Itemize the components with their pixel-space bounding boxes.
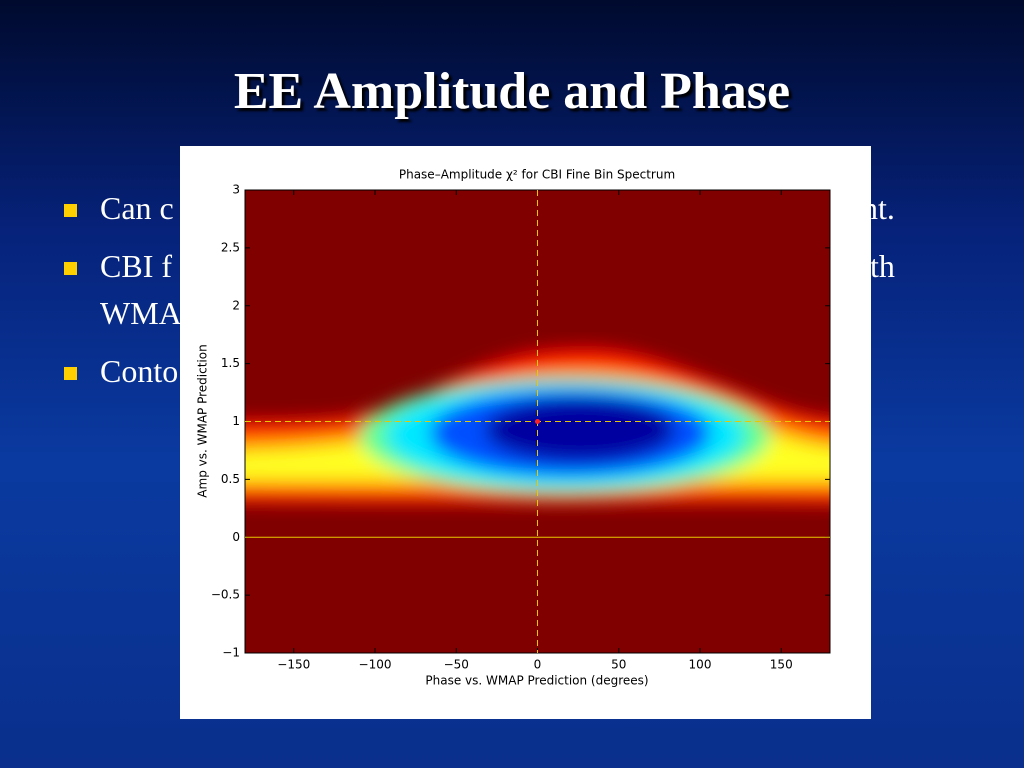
y-tick-label: 2	[232, 298, 240, 312]
bullet-marker	[64, 262, 77, 275]
x-tick-label: 150	[770, 658, 793, 672]
y-tick-label: 3	[232, 183, 240, 197]
x-tick-label: 100	[689, 658, 712, 672]
y-tick-label: 2.5	[221, 240, 240, 254]
contour-level	[485, 398, 675, 462]
slide-title: EE Amplitude and Phase	[233, 63, 791, 120]
x-tick-label: 0	[534, 658, 542, 672]
bullet-text: Can c	[100, 190, 174, 226]
bullet-text: CBI f	[100, 248, 172, 284]
x-axis-label: Phase vs. WMAP Prediction (degrees)	[425, 674, 648, 688]
y-tick-label: 1	[232, 414, 240, 428]
x-tick-label: −50	[444, 658, 469, 672]
x-tick-label: −150	[277, 658, 310, 672]
x-tick-label: −100	[359, 658, 392, 672]
y-tick-label: −1	[222, 646, 240, 660]
bullet-marker	[64, 204, 77, 217]
bullet-text: Conto	[100, 353, 179, 389]
bullet-text: th	[870, 248, 895, 284]
crosshair-point	[535, 419, 540, 424]
y-tick-label: −0.5	[211, 588, 240, 602]
y-tick-label: 1.5	[221, 356, 240, 370]
bullet-text: WMA	[100, 295, 182, 331]
y-tick-label: 0	[232, 530, 240, 544]
y-tick-label: 0.5	[221, 472, 240, 486]
x-tick-label: 50	[611, 658, 626, 672]
bullet-marker	[64, 367, 77, 380]
chart-title: Phase–Amplitude χ² for CBI Fine Bin Spec…	[399, 168, 675, 182]
y-axis-label: Amp vs. WMAP Prediction	[196, 344, 210, 497]
